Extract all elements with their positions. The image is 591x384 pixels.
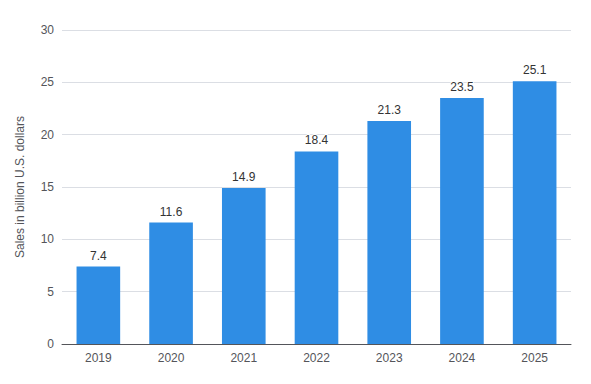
svg-text:25.1: 25.1: [523, 63, 547, 77]
svg-text:2021: 2021: [230, 351, 257, 365]
svg-text:18.4: 18.4: [305, 133, 329, 147]
svg-text:2020: 2020: [158, 351, 185, 365]
svg-text:7.4: 7.4: [90, 249, 107, 263]
svg-text:Sales in billion U.S. dollars: Sales in billion U.S. dollars: [13, 116, 27, 258]
svg-text:20: 20: [41, 128, 55, 142]
svg-text:23.5: 23.5: [450, 80, 474, 94]
svg-text:2025: 2025: [521, 351, 548, 365]
svg-text:2023: 2023: [376, 351, 403, 365]
svg-text:2024: 2024: [449, 351, 476, 365]
svg-text:14.9: 14.9: [232, 170, 256, 184]
svg-text:11.6: 11.6: [160, 205, 183, 219]
svg-text:25: 25: [41, 75, 55, 89]
svg-text:15: 15: [41, 180, 55, 194]
svg-text:0: 0: [47, 337, 54, 351]
svg-text:2022: 2022: [303, 351, 330, 365]
svg-text:2019: 2019: [85, 351, 112, 365]
svg-text:10: 10: [41, 232, 55, 246]
svg-text:5: 5: [47, 285, 54, 299]
svg-text:30: 30: [41, 23, 55, 37]
svg-text:21.3: 21.3: [378, 103, 402, 117]
